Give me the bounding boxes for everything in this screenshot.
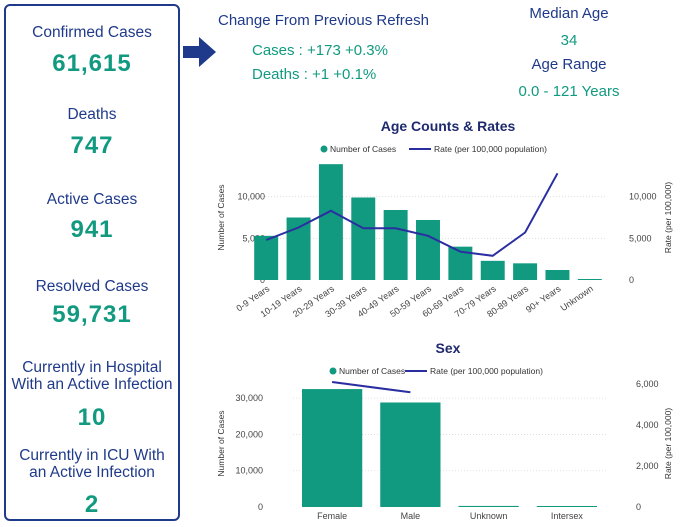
age-y2-tick-label: 10,000	[629, 192, 657, 202]
hospital-label-line2: With an Active Infection	[11, 376, 173, 393]
change-title: Change From Previous Refresh	[218, 12, 429, 29]
sex-bar	[380, 402, 441, 507]
sex-legend-cases-marker	[329, 367, 337, 375]
age-range-value: 0.0 - 121 Years	[518, 83, 620, 100]
age-legend-rate-label: Rate (per 100,000 population)	[434, 144, 547, 154]
deaths-value: 747	[70, 132, 114, 159]
icu-label-line2: an Active Infection	[29, 464, 155, 481]
sex-bar	[458, 505, 519, 507]
active-cases-label: Active Cases	[46, 191, 138, 208]
age-y-tick-label: 5,000	[242, 233, 265, 243]
arrow-right-icon	[183, 37, 216, 67]
change-cases: Cases : +173 +0.3%	[252, 42, 388, 59]
confirmed-cases-card: Confirmed Cases 61,615	[6, 24, 178, 78]
median-age-label: Median Age	[529, 5, 609, 22]
active-cases-card: Active Cases 941	[6, 191, 178, 244]
sex-y2-tick-label: 0	[636, 502, 641, 512]
sex-bar	[536, 506, 598, 507]
sex-x-tick-label: Male	[401, 511, 421, 521]
deaths-label: Deaths	[67, 106, 117, 123]
icu-value: 2	[84, 491, 100, 518]
sex-legend-cases-label: Number of Cases	[339, 366, 405, 376]
sex-y2-tick-label: 6,000	[636, 379, 659, 389]
sex-rate-line	[331, 381, 411, 394]
sex-y2-tick-label: 2,000	[636, 461, 659, 471]
sex-y-axis-title: Number of Cases	[216, 410, 226, 476]
sex-x-tick-label: Female	[317, 511, 347, 521]
sex-y-tick-label: 30,000	[235, 393, 263, 403]
age-rate-line	[265, 172, 559, 257]
age-chart-title: Age Counts & Rates	[381, 118, 516, 134]
age-bar	[480, 260, 505, 280]
age-y-axis-title: Number of Cases	[216, 184, 226, 250]
age-y-tick-label: 10,000	[237, 192, 265, 202]
resolved-cases-value: 59,731	[52, 301, 132, 328]
hospital-value: 10	[77, 404, 107, 431]
confirmed-cases-value: 61,615	[52, 50, 132, 77]
confirmed-cases-label: Confirmed Cases	[32, 24, 152, 41]
icu-card: Currently in ICU With an Active Infectio…	[6, 447, 178, 519]
sex-chart-title: Sex	[436, 340, 461, 356]
age-legend-cases-marker	[320, 145, 328, 153]
age-bar	[545, 270, 570, 280]
hospital-card: Currently in Hospital With an Active Inf…	[6, 359, 178, 432]
age-bar	[254, 235, 279, 280]
age-bar	[351, 197, 376, 280]
summary-panel: Confirmed Cases 61,615 Deaths 747 Active…	[4, 4, 180, 521]
age-y2-tick-label: 5,000	[629, 233, 652, 243]
age-y2-tick-label: 0	[629, 275, 634, 285]
change-deaths: Deaths : +1 +0.1%	[252, 66, 377, 83]
sex-y-tick-label: 0	[258, 502, 263, 512]
sex-y-tick-label: 10,000	[235, 466, 263, 476]
age-bar	[577, 279, 602, 280]
age-bar	[286, 217, 311, 280]
sex-legend-rate-label: Rate (per 100,000 population)	[430, 366, 543, 376]
sex-y2-tick-label: 4,000	[636, 420, 659, 430]
age-bar	[318, 164, 343, 280]
age-bar	[513, 263, 538, 280]
sex-y-tick-label: 20,000	[235, 429, 263, 439]
icu-label-line1: Currently in ICU With	[19, 447, 165, 464]
active-cases-value: 941	[70, 216, 114, 243]
sex-x-tick-label: Intersex	[551, 511, 584, 521]
age-range-label: Age Range	[531, 56, 607, 73]
sex-x-tick-label: Unknown	[470, 511, 508, 521]
deaths-card: Deaths 747	[6, 106, 178, 160]
median-age-value: 34	[560, 32, 578, 49]
resolved-cases-label: Resolved Cases	[35, 278, 149, 295]
age-y2-axis-title: Rate (per 100,000)	[663, 182, 673, 254]
sex-bar	[301, 389, 363, 507]
hospital-label-line1: Currently in Hospital	[22, 359, 162, 376]
age-bar	[448, 246, 473, 280]
age-legend-cases-label: Number of Cases	[330, 144, 396, 154]
resolved-cases-card: Resolved Cases 59,731	[6, 278, 178, 329]
sex-y2-axis-title: Rate (per 100,000)	[663, 408, 673, 480]
